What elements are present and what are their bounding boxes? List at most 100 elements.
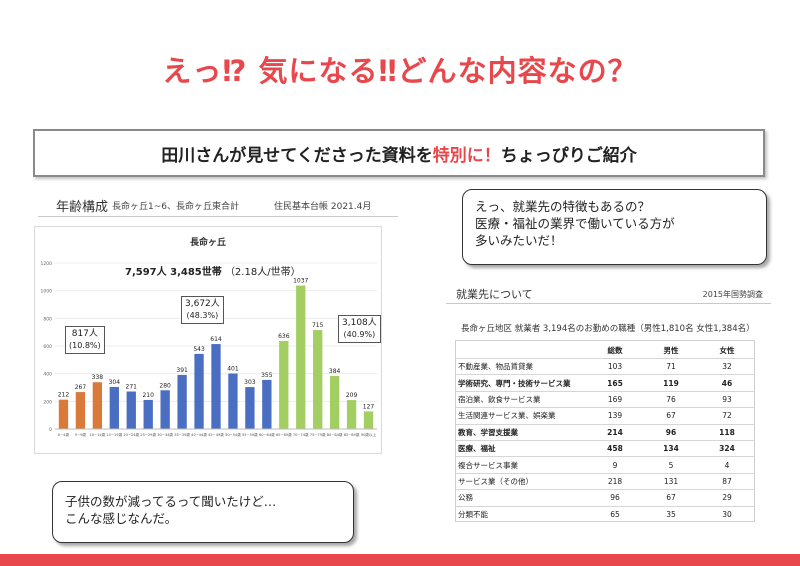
female-cell: 93 xyxy=(699,390,755,408)
annotation-elderly-pct: (40.9%) xyxy=(343,330,376,339)
total-cell: 169 xyxy=(587,390,643,408)
chart-summary: 7,597人 3,485世帯 （2.18人/世帯） xyxy=(125,263,301,278)
table-row: 教育、学習支援業 214 96 118 xyxy=(455,423,755,441)
total-cell: 103 xyxy=(587,357,643,375)
bar-value-label: 384 xyxy=(329,368,341,375)
subtitle-post: ちょっぴりご紹介 xyxy=(500,145,637,166)
callout-employment-line: 医療・福祉の業界で働いている方が xyxy=(475,216,675,231)
bar-value-label: 715 xyxy=(312,322,324,329)
table-row: 不動産業、物品賃貸業 103 71 32 xyxy=(455,357,755,375)
table-header-row: 総数 男性 女性 xyxy=(455,342,755,359)
female-cell: 324 xyxy=(699,439,755,457)
bar-value-label: 127 xyxy=(363,403,375,410)
y-tick-label: 0 xyxy=(49,427,52,433)
category-cell: 教育、学習支援業 xyxy=(455,423,587,441)
bar xyxy=(279,341,289,429)
female-cell: 118 xyxy=(699,423,755,441)
total-cell: 65 xyxy=(587,505,643,522)
bar-value-label: 338 xyxy=(92,374,104,381)
annotation-young-people: 817人 xyxy=(71,329,98,339)
male-cell: 119 xyxy=(643,374,699,392)
chart-summary-sub: （2.18人/世帯） xyxy=(224,267,301,278)
total-cell: 218 xyxy=(587,472,643,490)
bar xyxy=(296,285,306,429)
bar-value-label: 1037 xyxy=(293,278,308,285)
bar-value-label: 267 xyxy=(75,384,87,391)
callout-children-line: 子供の数が減ってるって聞いたけど… xyxy=(65,494,277,509)
callout-children: 子供の数が減ってるって聞いたけど… こんな感じなんだ。 xyxy=(52,481,354,543)
bar xyxy=(329,375,340,429)
annotation-young-pct: (10.8%) xyxy=(69,341,101,350)
category-cell: 分類不能 xyxy=(455,505,587,522)
male-cell: 71 xyxy=(643,357,699,375)
female-cell: 87 xyxy=(699,472,755,490)
page-title: えっ⁉ 気になる‼どんな内容なの？ xyxy=(162,54,638,88)
x-tick-label: 40~44歳 xyxy=(191,432,207,437)
female-cell: 29 xyxy=(699,489,755,507)
bar-value-label: 543 xyxy=(193,346,205,353)
bar xyxy=(194,353,204,429)
x-tick-label: 35~39歳 xyxy=(174,432,190,437)
category-cell: 生活関連サービス業、娯楽業 xyxy=(455,407,587,425)
x-tick-label: 85~89歳 xyxy=(344,432,360,437)
category-cell: 不動産業、物品賃貸業 xyxy=(455,357,587,375)
annotation-working-pct: (48.3%) xyxy=(186,311,219,320)
category-cell: 宿泊業、飲食サービス業 xyxy=(455,390,587,408)
x-tick-label: 5~9歳 xyxy=(75,432,87,437)
category-cell: 医療、福祉 xyxy=(455,439,587,457)
bar xyxy=(92,382,103,429)
employment-title: 就業先について xyxy=(456,288,533,301)
column-header: 女性 xyxy=(719,345,735,355)
male-cell: 67 xyxy=(643,407,699,425)
total-cell: 96 xyxy=(587,489,643,507)
x-tick-label: 90歳以上 xyxy=(361,432,377,437)
bar-value-label: 304 xyxy=(109,379,121,386)
age-chart: 長命ヶ丘 7,597人 3,485世帯 （2.18人/世帯） 0 200 400 60… xyxy=(34,226,382,454)
y-tick-label: 800 xyxy=(43,316,52,322)
chart-summary-main: 7,597人 3,485世帯 xyxy=(125,267,222,278)
bar xyxy=(58,399,69,429)
category-cell: 複合サービス事業 xyxy=(455,456,587,474)
callout-employment-line: えっ、就業先の特徴もあるの？ xyxy=(475,199,651,214)
bar xyxy=(177,374,187,429)
male-cell: 134 xyxy=(643,439,699,457)
x-tick-label: 45~49歳 xyxy=(208,432,224,437)
table-row: 生活関連サービス業、娯楽業 139 67 72 xyxy=(455,407,755,425)
y-tick-label: 200 xyxy=(43,399,52,405)
age-panel-area: 長命ヶ丘1~6、長命ヶ丘東合計 xyxy=(112,202,239,212)
male-cell: 131 xyxy=(643,472,699,490)
table-row: 医療、福祉 458 134 324 xyxy=(455,439,755,457)
bar xyxy=(262,379,272,429)
x-tick-label: 20~24歳 xyxy=(123,432,139,437)
callout-employment-line: 多いみたいだ！ xyxy=(475,233,563,248)
column-header xyxy=(455,342,587,359)
x-tick-label: 30~34歳 xyxy=(157,432,173,437)
female-cell: 30 xyxy=(699,505,755,522)
annotation-elderly-people: 3,108人 xyxy=(342,318,377,328)
bar xyxy=(346,400,357,429)
age-panel-title: 年齢構成 xyxy=(56,200,109,215)
male-cell: 5 xyxy=(643,456,699,474)
age-panel-header: 年齢構成 長命ヶ丘1~6、長命ヶ丘東合計 住民基本台帳 2021.4月 xyxy=(38,196,398,217)
total-cell: 214 xyxy=(587,423,643,441)
total-cell: 165 xyxy=(587,374,643,392)
subtitle-highlight: 特別に！ xyxy=(432,145,501,166)
x-tick-label: 0~4歳 xyxy=(58,432,70,437)
bar xyxy=(75,392,86,429)
bar xyxy=(228,373,238,429)
column-header: 総数 xyxy=(607,345,623,355)
category-cell: サービス業（その他） xyxy=(455,472,587,490)
annotation-working-people: 3,672人 xyxy=(185,299,220,309)
female-cell: 4 xyxy=(699,456,755,474)
employment-source: 2015年国勢調査 xyxy=(702,290,763,299)
bar xyxy=(143,399,153,429)
x-tick-label: 60~64歳 xyxy=(259,432,275,437)
x-tick-label: 70~74歳 xyxy=(293,432,309,437)
annotation-working: 3,672人 (48.3%) xyxy=(181,296,224,324)
bar-value-label: 271 xyxy=(126,384,138,391)
annotation-young: 817人 (10.8%) xyxy=(65,326,105,354)
x-tick-label: 75~79歳 xyxy=(310,432,326,437)
x-tick-label: 25~29歳 xyxy=(140,432,156,437)
male-cell: 35 xyxy=(643,505,699,522)
column-header: 男性 xyxy=(663,345,679,355)
